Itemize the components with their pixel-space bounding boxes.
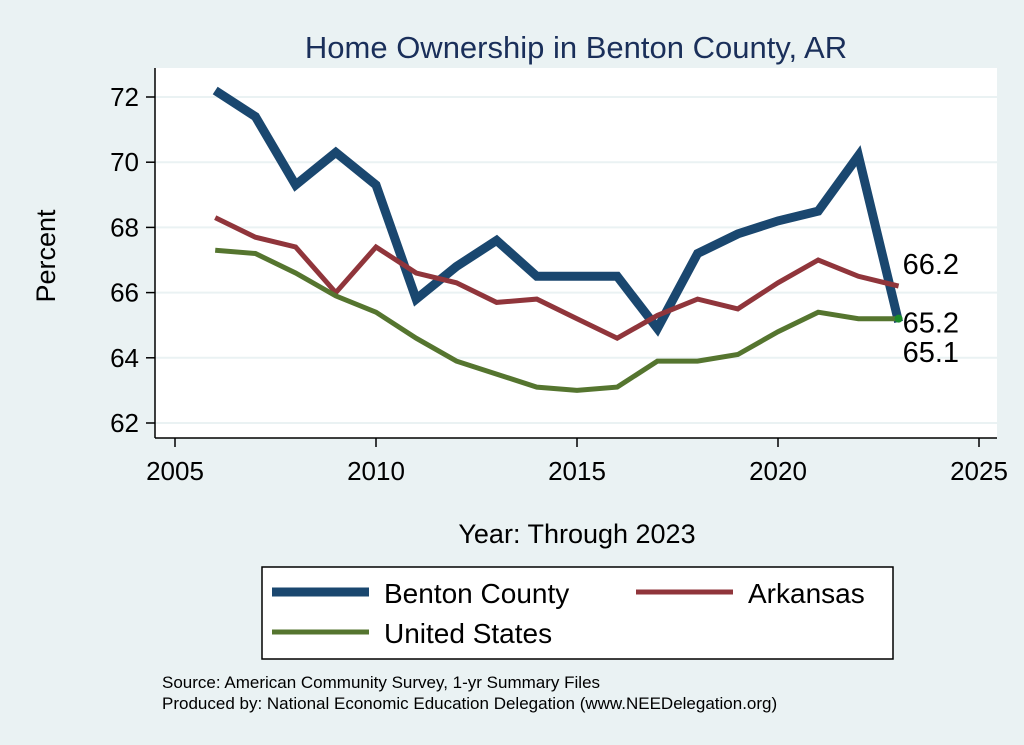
series-line-arkansas — [214, 215, 900, 342]
chart-title: Home Ownership in Benton County, AR — [305, 30, 847, 65]
end-marker-united-states — [894, 314, 903, 323]
y-tick-label-72: 72 — [110, 82, 139, 112]
legend-label-benton-county: Benton County — [384, 578, 569, 609]
series-line-united-states — [214, 247, 899, 393]
legend-box — [261, 566, 894, 660]
x-tick-label-2025: 2025 — [950, 456, 1008, 486]
plot-area — [155, 68, 997, 438]
end-label-benton-county: 65.1 — [903, 337, 959, 369]
series-line-benton-county — [212, 86, 903, 337]
end-labels: 66.2 65.265.1 — [903, 249, 959, 369]
y-tick-label-68: 68 — [110, 212, 139, 242]
y-tick-label-70: 70 — [110, 147, 139, 177]
y-tick-label-66: 66 — [110, 278, 139, 308]
legend: Benton County Arkansas United States — [261, 566, 894, 660]
y-axis-title: Percent — [31, 209, 61, 303]
source-note: Source: American Community Survey, 1-yr … — [162, 673, 600, 692]
legend-label-arkansas: Arkansas — [748, 578, 865, 609]
x-tick-label-2010: 2010 — [347, 456, 405, 486]
series-layer — [212, 86, 903, 393]
y-tick-label-62: 62 — [110, 408, 139, 438]
axis-layer — [154, 68, 997, 439]
producer-note: Produced by: National Economic Education… — [162, 694, 777, 713]
x-tick-label-2015: 2015 — [548, 456, 606, 486]
x-tick-label-2005: 2005 — [146, 456, 204, 486]
y-tick-label-64: 64 — [110, 343, 139, 373]
end-label-united-states: 65.2 — [903, 308, 959, 340]
x-ticks: 2005 2010 2015 2020 2025 — [146, 438, 1008, 486]
end-label-arkansas: 66.2 — [903, 249, 959, 281]
legend-label-united-states: United States — [384, 618, 552, 649]
grid-layer — [155, 96, 997, 424]
y-ticks: 62 64 66 68 70 72 — [110, 82, 155, 438]
x-tick-label-2020: 2020 — [749, 456, 807, 486]
x-axis-title: Year: Through 2023 — [458, 519, 695, 549]
